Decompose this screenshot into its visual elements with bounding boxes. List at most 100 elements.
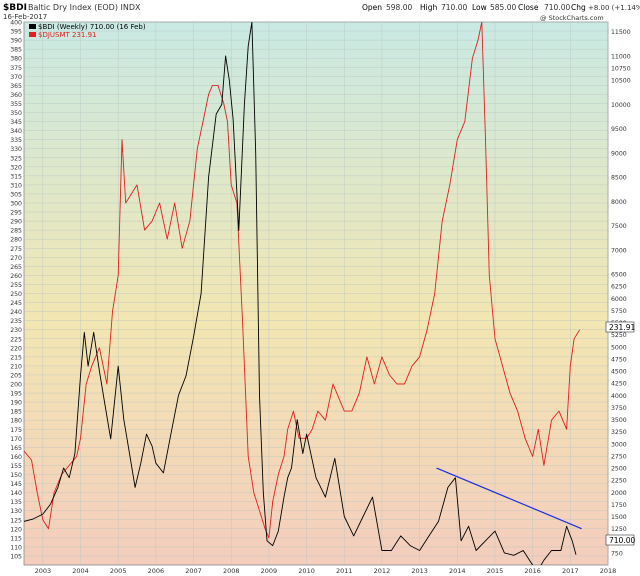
right-tick-label: 11000 [611, 53, 631, 60]
right-tick-label: 6000 [611, 296, 627, 303]
left-axis: 105 110 115 120 125 130 135 140 145 150 155 160 165 1… [10, 20, 22, 561]
right-tick-label: 5750 [611, 308, 627, 315]
x-tick-label: 2010 [298, 567, 315, 575]
right-tick-label: 4500 [611, 369, 627, 376]
right-tick-label: 2250 [611, 478, 627, 485]
open-value: 598.00 [386, 3, 412, 12]
left-tick-label: 230 [10, 327, 22, 334]
right-tick-label: 10000 [611, 102, 631, 109]
symbol: $BDI [3, 3, 27, 13]
x-axis: 2003 2004 2005 2006 2007 2008 2009 2010 2011 2012… [35, 567, 617, 575]
left-tick-label: 150 [10, 472, 22, 479]
left-tick-label: 205 [10, 372, 22, 379]
right-tick-label: 5250 [611, 332, 627, 339]
left-tick-label: 370 [10, 74, 22, 81]
left-tick-label: 135 [10, 499, 22, 506]
x-tick-label: 2005 [110, 567, 127, 575]
left-tick-label: 310 [10, 182, 22, 189]
badge-lower: 710.00 [609, 536, 635, 545]
right-tick-label: 10750 [611, 66, 631, 73]
low-value: 585.00 [490, 3, 516, 12]
x-tick-label: 2014 [449, 567, 466, 575]
left-tick-label: 170 [10, 436, 22, 443]
series-layer [24, 22, 582, 565]
right-tick-label: 8000 [611, 199, 627, 206]
legend-label-bdi: $BDI (Weekly) 710.00 (16 Feb) [38, 23, 146, 31]
left-tick-label: 160 [10, 454, 22, 461]
right-tick-label: 7000 [611, 247, 627, 254]
left-tick-label: 375 [10, 65, 22, 72]
right-tick-label: 9000 [611, 150, 627, 157]
chg-value: +8.00 (+1.14%) [588, 4, 640, 12]
left-tick-label: 110 [10, 544, 22, 551]
right-tick-label: 4000 [611, 393, 627, 400]
legend-swatch-djusmt [29, 32, 36, 37]
left-tick-label: 275 [10, 246, 22, 253]
left-tick-label: 210 [10, 363, 22, 370]
x-tick-label: 2013 [411, 567, 428, 575]
left-tick-label: 265 [10, 264, 22, 271]
x-tick-label: 2016 [524, 567, 541, 575]
legend-swatch-bdi [29, 24, 36, 29]
left-tick-label: 185 [10, 409, 22, 416]
left-tick-label: 390 [10, 38, 22, 45]
right-tick-label: 8500 [611, 175, 627, 182]
left-tick-label: 200 [10, 382, 22, 389]
left-tick-label: 290 [10, 219, 22, 226]
left-tick-label: 300 [10, 201, 22, 208]
left-tick-label: 260 [10, 273, 22, 280]
left-tick-label: 125 [10, 517, 22, 524]
left-tick-label: 215 [10, 354, 22, 361]
x-tick-label: 2004 [72, 567, 89, 575]
left-tick-label: 195 [10, 391, 22, 398]
left-tick-label: 320 [10, 164, 22, 171]
left-tick-label: 190 [10, 400, 22, 407]
left-tick-label: 145 [10, 481, 22, 488]
trendline [436, 467, 582, 530]
x-tick-label: 2006 [148, 567, 165, 575]
left-tick-label: 255 [10, 282, 22, 289]
left-tick-label: 220 [10, 345, 22, 352]
x-tick-label: 2011 [336, 567, 353, 575]
watermark: @ StockCharts.com [540, 14, 604, 22]
left-tick-label: 120 [10, 526, 22, 533]
left-tick-label: 295 [10, 210, 22, 217]
grid [24, 21, 609, 565]
left-tick-label: 130 [10, 508, 22, 515]
left-tick-label: 385 [10, 47, 22, 54]
series-bdi-line [24, 22, 577, 565]
chg-label: Chg [571, 3, 586, 12]
left-tick-label: 395 [10, 29, 22, 36]
instrument-name: Baltic Dry Index (EOD) INDX [28, 3, 141, 12]
right-axis: 7501000125015001750200022502500275030003… [611, 29, 631, 557]
left-tick-label: 285 [10, 228, 22, 235]
low-label: Low [472, 3, 487, 12]
right-tick-label: 3750 [611, 405, 627, 412]
left-tick-label: 235 [10, 318, 22, 325]
right-tick-label: 3250 [611, 429, 627, 436]
x-tick-label: 2008 [223, 567, 240, 575]
right-tick-label: 1500 [611, 514, 627, 521]
left-tick-label: 330 [10, 146, 22, 153]
left-tick-label: 245 [10, 300, 22, 307]
left-tick-label: 355 [10, 101, 22, 108]
left-tick-label: 360 [10, 92, 22, 99]
right-tick-label: 2750 [611, 453, 627, 460]
chart-date: 16-Feb-2017 [3, 13, 47, 21]
series-djusmt-line [24, 22, 581, 539]
right-tick-label: 4250 [611, 381, 627, 388]
x-tick-label: 2012 [374, 567, 391, 575]
left-tick-label: 115 [10, 535, 22, 542]
right-tick-label: 9500 [611, 126, 627, 133]
left-tick-label: 335 [10, 137, 22, 144]
left-tick-label: 315 [10, 173, 22, 180]
close-value: 710.00 [544, 3, 570, 12]
right-tick-label: 3000 [611, 441, 627, 448]
left-tick-label: 345 [10, 119, 22, 126]
left-tick-label: 350 [10, 110, 22, 117]
right-tick-label: 7500 [611, 223, 627, 230]
legend-label-djusmt: $DJUSMT 231.91 [38, 31, 97, 39]
right-tick-label: 1250 [611, 526, 627, 533]
